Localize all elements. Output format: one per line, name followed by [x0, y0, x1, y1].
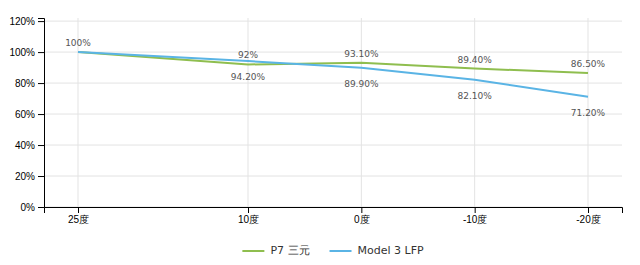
- tick-mark: [38, 207, 44, 208]
- legend-swatch: [242, 250, 264, 252]
- series-line: [78, 52, 588, 97]
- tick-mark: [248, 207, 249, 213]
- data-label: 94.20%: [231, 72, 266, 82]
- tick-mark: [38, 145, 44, 146]
- tick: -10度: [463, 207, 487, 225]
- grid-line-y: [44, 145, 622, 146]
- y-axis: 0% 20% 40% 60% 80% 100% 120%: [9, 16, 44, 213]
- tick: 10度: [238, 207, 259, 225]
- data-label: 92%: [238, 50, 258, 60]
- grid-line-y: [44, 114, 622, 115]
- x-axis: 25度 10度 0度 -10度 -20度: [45, 207, 623, 225]
- tick-label: 80%: [15, 78, 35, 89]
- tick-mark: [38, 176, 44, 177]
- tick: 0度: [354, 207, 370, 225]
- tick-label: 20%: [15, 171, 35, 182]
- grid-line-y: [44, 83, 622, 84]
- tick-label: 120%: [9, 16, 35, 27]
- tick: 25度: [68, 207, 89, 225]
- data-label: 93.10%: [344, 49, 379, 59]
- tick-label: 0度: [354, 214, 370, 225]
- tick: 80%: [15, 78, 44, 89]
- grid-line-x: [361, 18, 362, 207]
- tick-mark: [38, 21, 44, 22]
- series-group: [78, 52, 588, 97]
- grid-line-x: [474, 18, 475, 207]
- tick-mark: [38, 83, 44, 84]
- tick-label: 25度: [68, 214, 89, 225]
- tick-label: 0%: [21, 202, 36, 213]
- tick: -20度: [576, 207, 600, 225]
- axis-line: [45, 208, 623, 214]
- axis-line: [38, 19, 45, 208]
- tick: 0%: [21, 202, 44, 213]
- plot: 25度 10度 0度 -10度 -20度 0% 20% 40% 60% 80% 100% 120% 10…: [9, 16, 622, 225]
- tick-label: -20度: [576, 214, 600, 225]
- grid-line-y: [44, 21, 622, 22]
- legend-item: Model 3 LFP: [330, 244, 424, 257]
- tick: 60%: [15, 109, 44, 120]
- tick-label: 100%: [9, 47, 35, 58]
- data-label: 100%: [65, 38, 91, 48]
- tick-mark: [38, 114, 44, 115]
- tick-mark: [78, 207, 79, 213]
- tick-mark: [475, 207, 476, 213]
- tick-label: -10度: [463, 214, 487, 225]
- data-labels: 100% 92% 93.10% 89.40% 86.50% 94.20% 89.90% 82.…: [65, 38, 605, 118]
- tick-label: 10度: [238, 214, 259, 225]
- grid-line-x: [248, 18, 249, 207]
- legend-label: Model 3 LFP: [358, 244, 424, 257]
- tick-label: 60%: [15, 109, 35, 120]
- data-label: 89.40%: [458, 55, 493, 65]
- legend-item: P7 三元: [242, 244, 309, 257]
- tick-mark: [38, 52, 44, 53]
- chart: 25度 10度 0度 -10度 -20度 0% 20% 40% 60% 80% 100% 120% 10…: [0, 0, 640, 265]
- legend-label: P7 三元: [270, 244, 309, 257]
- tick-label: 40%: [15, 140, 35, 151]
- tick-mark: [588, 207, 589, 213]
- legend: P7 三元 Model 3 LFP: [242, 244, 424, 257]
- tick: 120%: [9, 16, 44, 27]
- legend-swatch: [330, 250, 352, 252]
- tick-mark: [361, 207, 362, 213]
- tick: 40%: [15, 140, 44, 151]
- grid-line-y: [44, 176, 622, 177]
- tick: 100%: [9, 47, 44, 58]
- data-label: 82.10%: [458, 91, 493, 101]
- data-label: 89.90%: [344, 79, 379, 89]
- tick: 20%: [15, 171, 44, 182]
- data-label: 71.20%: [571, 108, 606, 118]
- grid-line-y: [44, 52, 622, 53]
- grid: [44, 18, 622, 207]
- data-label: 86.50%: [571, 59, 606, 69]
